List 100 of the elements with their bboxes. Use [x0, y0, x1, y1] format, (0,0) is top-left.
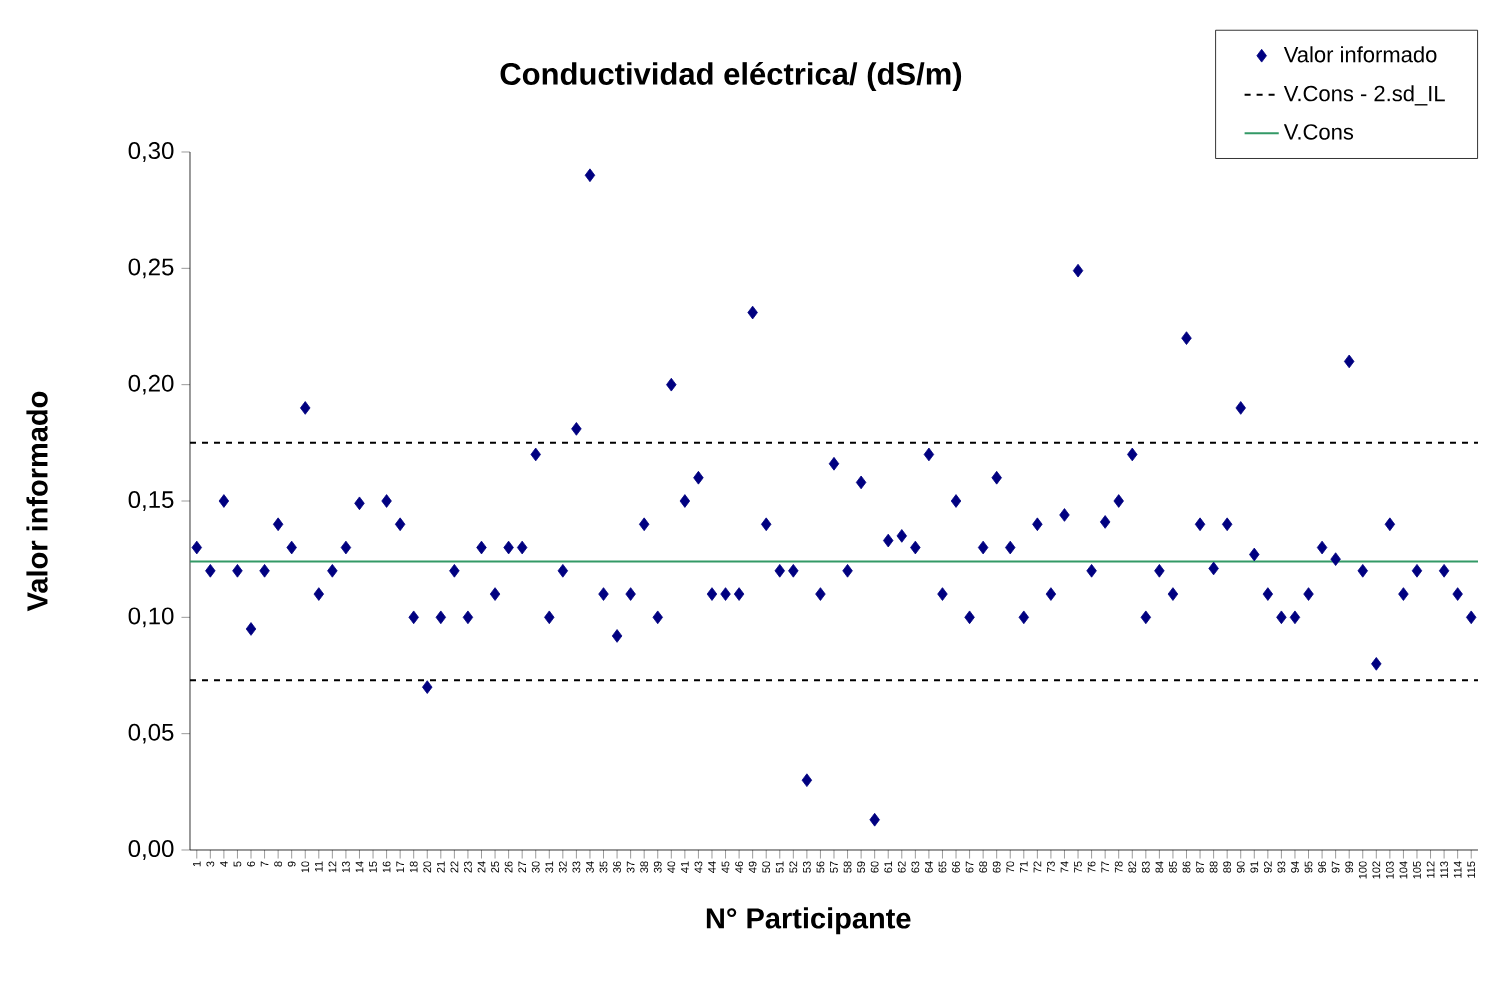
x-tick-label: 68 [979, 861, 988, 873]
x-axis-title: N° Participante [706, 907, 911, 935]
x-tick-label: 103 [1385, 861, 1394, 879]
x-tick-label: 10 [301, 861, 310, 873]
legend-label: V.Cons [1283, 124, 1354, 140]
x-tick-label: 40 [667, 861, 676, 873]
x-tick-label: 15 [369, 861, 377, 873]
x-tick-label: 50 [762, 861, 771, 873]
y-tick-label: 0,25 [128, 258, 174, 279]
x-tick-label: 4 [220, 861, 228, 867]
x-tick-label: 94 [1291, 861, 1299, 873]
x-tick-label: 105 [1413, 861, 1421, 879]
x-tick-label: 102 [1372, 861, 1381, 879]
x-tick-label: 74 [1060, 861, 1069, 873]
chart-title: Conductividad eléctrica/ (dS/m) [500, 61, 962, 92]
x-tick-label: 83 [1141, 861, 1150, 873]
x-tick-label: 52 [789, 861, 798, 873]
x-tick-label: 62 [897, 861, 906, 873]
x-tick-label: 20 [423, 861, 432, 873]
y-tick-label: 0,15 [128, 491, 174, 511]
x-tick-label: 91 [1250, 861, 1259, 873]
x-tick-label: 7 [260, 861, 269, 867]
x-tick-label: 67 [965, 861, 974, 873]
x-tick-label: 75 [1074, 861, 1082, 873]
x-tick-label: 34 [586, 861, 594, 873]
x-tick-label: 12 [328, 861, 337, 873]
x-tick-label: 46 [735, 861, 743, 873]
x-tick-label: 113 [1440, 861, 1448, 878]
x-tick-label: 38 [640, 861, 649, 873]
y-axis-title: Valor informado [26, 391, 48, 612]
x-tick-label: 70 [1006, 861, 1015, 873]
x-tick-label: 33 [572, 861, 581, 873]
x-tick-label: 18 [409, 861, 418, 873]
x-tick-label: 23 [464, 861, 472, 873]
x-tick-label: 76 [1087, 861, 1096, 873]
x-tick-label: 58 [843, 861, 852, 873]
x-tick-label: 31 [545, 861, 554, 873]
x-tick-label: 87 [1196, 861, 1204, 873]
x-tick-label: 64 [925, 861, 933, 873]
x-tick-label: 21 [436, 861, 445, 873]
x-tick-label: 115 [1467, 861, 1476, 878]
x-tick-label: 27 [518, 861, 527, 873]
x-tick-label: 35 [599, 861, 608, 873]
x-tick-label: 69 [992, 861, 1001, 873]
x-tick-label: 114 [1453, 861, 1462, 878]
x-tick-label: 60 [870, 861, 879, 873]
x-tick-label: 17 [396, 861, 404, 873]
x-tick-label: 6 [247, 861, 255, 867]
x-tick-label: 72 [1033, 861, 1042, 873]
x-tick-label: 44 [708, 861, 716, 873]
x-tick-label: 78 [1114, 861, 1123, 873]
y-tick-label: 0,30 [128, 142, 174, 162]
x-tick-label: 24 [477, 861, 486, 873]
x-tick-label: 85 [1169, 861, 1177, 873]
x-tick-label: 1 [193, 861, 201, 867]
x-tick-label: 97 [1331, 861, 1340, 873]
x-tick-label: 13 [342, 861, 350, 873]
x-tick-label: 37 [626, 861, 635, 873]
x-tick-label: 22 [450, 861, 459, 873]
x-tick-label: 92 [1263, 861, 1272, 873]
y-tick-label: 0,00 [128, 840, 174, 860]
x-tick-label: 90 [1236, 861, 1245, 873]
y-tick-label: 0,20 [128, 374, 174, 395]
x-tick-label: 41 [681, 861, 689, 873]
legend-label: Valor informado [1283, 46, 1437, 63]
x-tick-label: 14 [355, 861, 364, 873]
x-tick-label: 86 [1182, 861, 1191, 873]
x-tick-label: 73 [1047, 861, 1055, 873]
x-tick-label: 45 [721, 861, 730, 873]
x-tick-label: 88 [1209, 861, 1218, 873]
x-tick-label: 26 [504, 861, 513, 873]
x-tick-label: 112 [1426, 861, 1435, 878]
legend-label: V.Cons - 2.sd_IL [1283, 85, 1445, 106]
x-tick-label: 89 [1223, 861, 1232, 873]
x-tick-label: 96 [1318, 861, 1326, 873]
x-tick-label: 56 [816, 861, 825, 873]
x-tick-label: 16 [382, 861, 391, 873]
x-tick-label: 99 [1345, 861, 1354, 873]
x-tick-label: 93 [1277, 861, 1286, 873]
x-tick-label: 36 [613, 861, 621, 873]
y-tick-label: 0,10 [128, 607, 174, 628]
x-tick-label: 65 [938, 861, 947, 873]
x-tick-label: 11 [315, 861, 323, 872]
x-tick-label: 49 [748, 861, 757, 873]
x-tick-label: 82 [1128, 861, 1137, 873]
x-tick-label: 57 [830, 861, 838, 873]
x-tick-label: 25 [491, 861, 499, 873]
x-tick-label: 8 [274, 861, 283, 867]
x-tick-label: 104 [1399, 861, 1408, 879]
x-tick-label: 63 [911, 861, 920, 873]
x-tick-label: 43 [694, 861, 703, 873]
x-tick-label: 39 [653, 861, 662, 873]
x-tick-label: 71 [1020, 861, 1028, 873]
x-tick-label: 30 [531, 861, 540, 873]
x-tick-label: 59 [857, 861, 865, 873]
x-tick-label: 77 [1101, 861, 1109, 873]
x-tick-label: 100 [1358, 861, 1367, 879]
x-tick-label: 9 [287, 861, 296, 867]
x-tick-label: 84 [1155, 861, 1164, 873]
x-tick-label: 51 [775, 861, 784, 873]
